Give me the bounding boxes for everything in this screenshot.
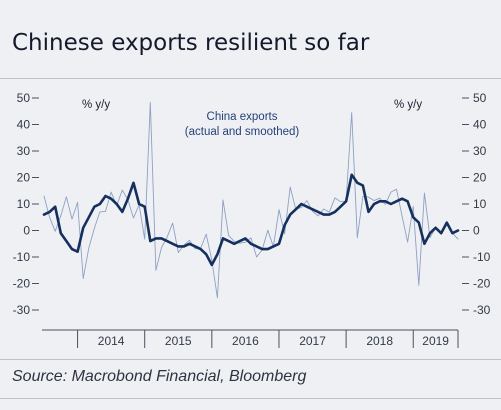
- y-tick-label-left: 50: [17, 91, 31, 105]
- unit-label-right: % y/y: [394, 99, 422, 111]
- y-tick-label-right: 20: [473, 171, 487, 185]
- x-tick-label: 2015: [165, 334, 192, 348]
- x-tick-label: 2018: [366, 334, 393, 348]
- chart-plot: -30 -30 -20 -20 -10 -10 0 0 10 10 20 20 30 30 40 40 50 50…: [13, 91, 491, 348]
- chart-title: Chinese exports resilient so far: [12, 30, 370, 56]
- chart-source: Source: Macrobond Financial, Bloomberg: [12, 368, 307, 385]
- y-tick-label-left: 40: [17, 118, 31, 132]
- series-line-actual: [43, 102, 459, 299]
- x-tick-label: 2014: [98, 334, 125, 348]
- series-line-smoothed: [42, 173, 460, 267]
- series-annotation-line2: (actual and smoothed): [185, 126, 300, 138]
- y-tick-label-right: -30: [473, 303, 491, 317]
- y-tick-label-right: 50: [473, 91, 487, 105]
- y-tick-label-right: -20: [473, 277, 491, 291]
- title-divider: [0, 78, 501, 79]
- y-tick-label-right: 0: [473, 224, 480, 238]
- y-tick-label-right: 10: [473, 197, 487, 211]
- y-tick-label-right: 30: [473, 144, 487, 158]
- bottom-divider: [0, 398, 501, 399]
- x-tick-label: 2019: [422, 334, 449, 348]
- y-tick-label-left: 0: [23, 224, 30, 238]
- x-tick-label: 2016: [232, 334, 259, 348]
- x-tick-label: 2017: [299, 334, 326, 348]
- y-tick-label-left: 20: [17, 171, 31, 185]
- unit-label-left: % y/y: [82, 99, 110, 111]
- y-tick-label-left: -30: [13, 303, 31, 317]
- series-annotation-line1: China exports: [207, 111, 278, 123]
- y-tick-label-left: 30: [17, 144, 31, 158]
- y-tick-label-left: 10: [17, 197, 31, 211]
- y-tick-label-right: -10: [473, 250, 491, 264]
- y-tick-label-left: -10: [13, 250, 31, 264]
- source-divider: [0, 359, 501, 360]
- y-tick-label-left: -20: [13, 277, 31, 291]
- y-tick-label-right: 40: [473, 118, 487, 132]
